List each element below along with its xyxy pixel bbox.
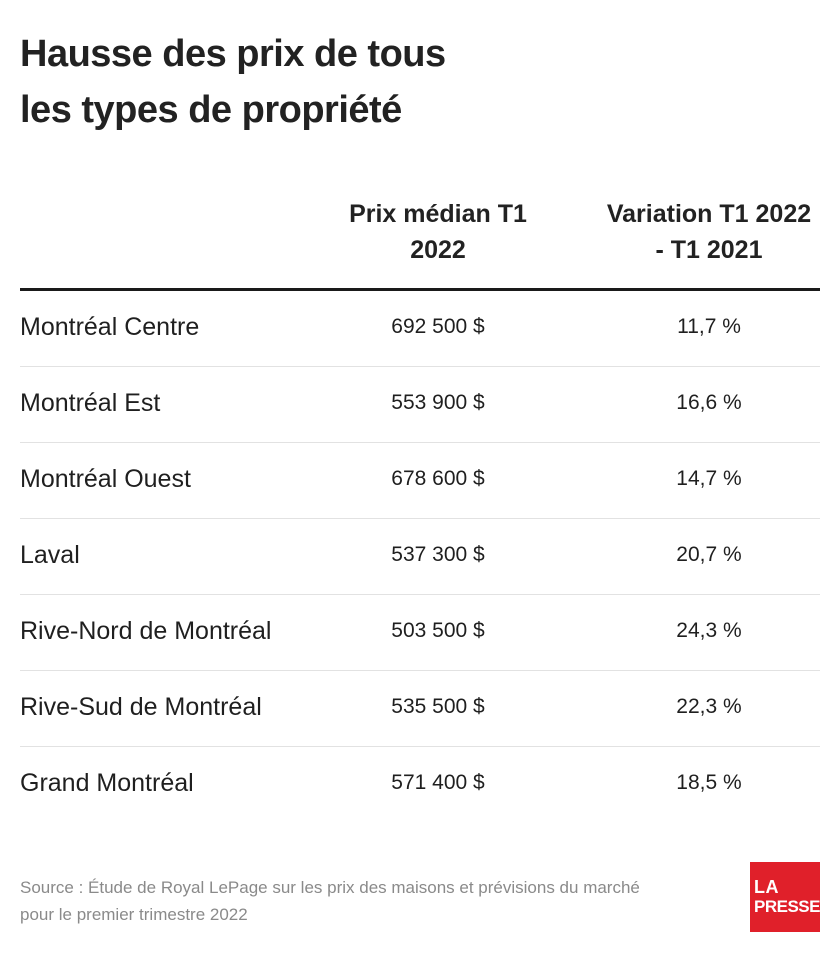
logo-line-2: PRESSE — [754, 897, 820, 916]
table-row: Montréal Est 553 900 $ 16,6 % — [20, 367, 820, 443]
chart-title-line-1: Hausse des prix de tous — [20, 33, 446, 75]
logo-line-1: LA — [754, 877, 779, 897]
table-row: Rive-Nord de Montréal 503 500 $ 24,3 % — [20, 595, 820, 671]
price-cell: 535 500 $ — [391, 695, 485, 718]
column-header-price-line-2: 2022 — [410, 236, 466, 264]
column-header-variation-line-2: - T1 2021 — [655, 236, 763, 264]
la-presse-logo: LA PRESSE — [750, 862, 820, 932]
table-header: Prix médian T1 2022 Variation T1 2022 - … — [20, 196, 820, 291]
variation-cell: 14,7 % — [676, 467, 742, 490]
table-row: Rive-Sud de Montréal 535 500 $ 22,3 % — [20, 671, 820, 747]
column-header-price-line-1: Prix médian T1 — [349, 200, 527, 228]
price-table: Prix médian T1 2022 Variation T1 2022 - … — [20, 196, 820, 822]
variation-cell: 22,3 % — [676, 695, 742, 718]
variation-cell: 20,7 % — [676, 543, 742, 566]
chart-title: Hausse des prix de tous les types de pro… — [20, 26, 540, 138]
region-cell: Laval — [20, 541, 80, 569]
chart-title-line-2: les types de propriété — [20, 89, 402, 131]
variation-cell: 11,7 % — [677, 315, 741, 338]
region-cell: Grand Montréal — [20, 769, 194, 797]
table-row: Montréal Ouest 678 600 $ 14,7 % — [20, 443, 820, 519]
region-cell: Montréal Est — [20, 389, 161, 417]
variation-cell: 16,6 % — [676, 391, 742, 414]
price-cell: 678 600 $ — [391, 467, 485, 490]
variation-cell: 24,3 % — [676, 619, 742, 642]
source-note-line-1: Source : Étude de Royal LePage sur les p… — [20, 878, 640, 897]
price-cell: 571 400 $ — [391, 771, 485, 794]
region-cell: Montréal Centre — [20, 313, 200, 341]
source-note-line-2: pour le premier trimestre 2022 — [20, 905, 248, 924]
table-row: Grand Montréal 571 400 $ 18,5 % — [20, 747, 820, 822]
price-cell: 503 500 $ — [391, 619, 485, 642]
variation-cell: 18,5 % — [676, 771, 742, 794]
table-body: Montréal Centre 692 500 $ 11,7 % Montréa… — [20, 291, 820, 822]
table-row: Laval 537 300 $ 20,7 % — [20, 519, 820, 595]
price-cell: 692 500 $ — [391, 315, 485, 338]
region-cell: Rive-Nord de Montréal — [20, 617, 272, 645]
region-cell: Rive-Sud de Montréal — [20, 693, 262, 721]
column-header-variation: Variation T1 2022 - T1 2021 — [596, 196, 822, 268]
column-header-variation-line-1: Variation T1 2022 — [606, 200, 812, 228]
source-note: Source : Étude de Royal LePage sur les p… — [20, 874, 720, 928]
price-cell: 537 300 $ — [391, 543, 485, 566]
column-header-price: Prix médian T1 2022 — [330, 196, 546, 268]
region-cell: Montréal Ouest — [20, 465, 191, 493]
price-cell: 553 900 $ — [391, 391, 485, 414]
table-row: Montréal Centre 692 500 $ 11,7 % — [20, 291, 820, 367]
